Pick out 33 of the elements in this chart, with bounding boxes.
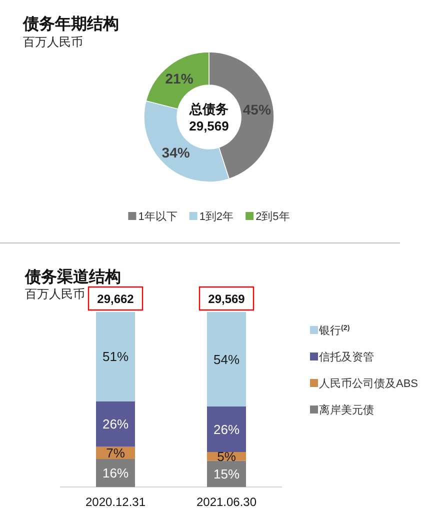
bar — [96, 401, 135, 447]
data-label: 16% — [102, 466, 129, 480]
bar — [96, 312, 135, 402]
text: 29,569 — [189, 118, 229, 134]
data-label: 34% — [162, 144, 190, 160]
chart-title: 债务年期结构 — [22, 15, 119, 33]
data-label: 26% — [213, 422, 240, 437]
legend-label: 人民币公司债及ABS — [319, 377, 418, 390]
data-label: 54% — [213, 352, 240, 367]
bar — [207, 406, 246, 452]
annotation-box: 29,662 — [88, 286, 144, 311]
legend-label: 1到2年 — [199, 211, 234, 223]
data-label: 45% — [242, 101, 272, 118]
legend-label: 信托及资管 — [319, 352, 374, 364]
data-label: 5% — [217, 448, 236, 464]
chart-subtitle: 百万人民币 — [23, 35, 83, 49]
bar — [96, 459, 135, 487]
x-tick-label: 2020.12.31 — [85, 495, 146, 509]
text: 总债务 — [188, 102, 228, 116]
x-tick-label: 2021.06.30 — [196, 495, 257, 509]
legend-label: 1年以下 — [138, 210, 178, 223]
data-label: 7% — [106, 445, 126, 460]
data-label: 51% — [102, 349, 129, 364]
annotation-box: 29,569 — [198, 286, 254, 311]
data-label: 26% — [102, 416, 129, 432]
bar — [207, 312, 246, 406]
data-label: 15% — [213, 466, 240, 482]
legend-label: 银行$^{(2)}$ — [318, 324, 350, 337]
legend-label: 离岸美元债 — [319, 404, 374, 416]
chart-subtitle: 百万人民币 — [25, 287, 85, 301]
chart-title: 债务渠道结构 — [24, 268, 121, 286]
legend-label: 2到5年 — [256, 211, 290, 223]
data-label: 21% — [165, 70, 194, 87]
